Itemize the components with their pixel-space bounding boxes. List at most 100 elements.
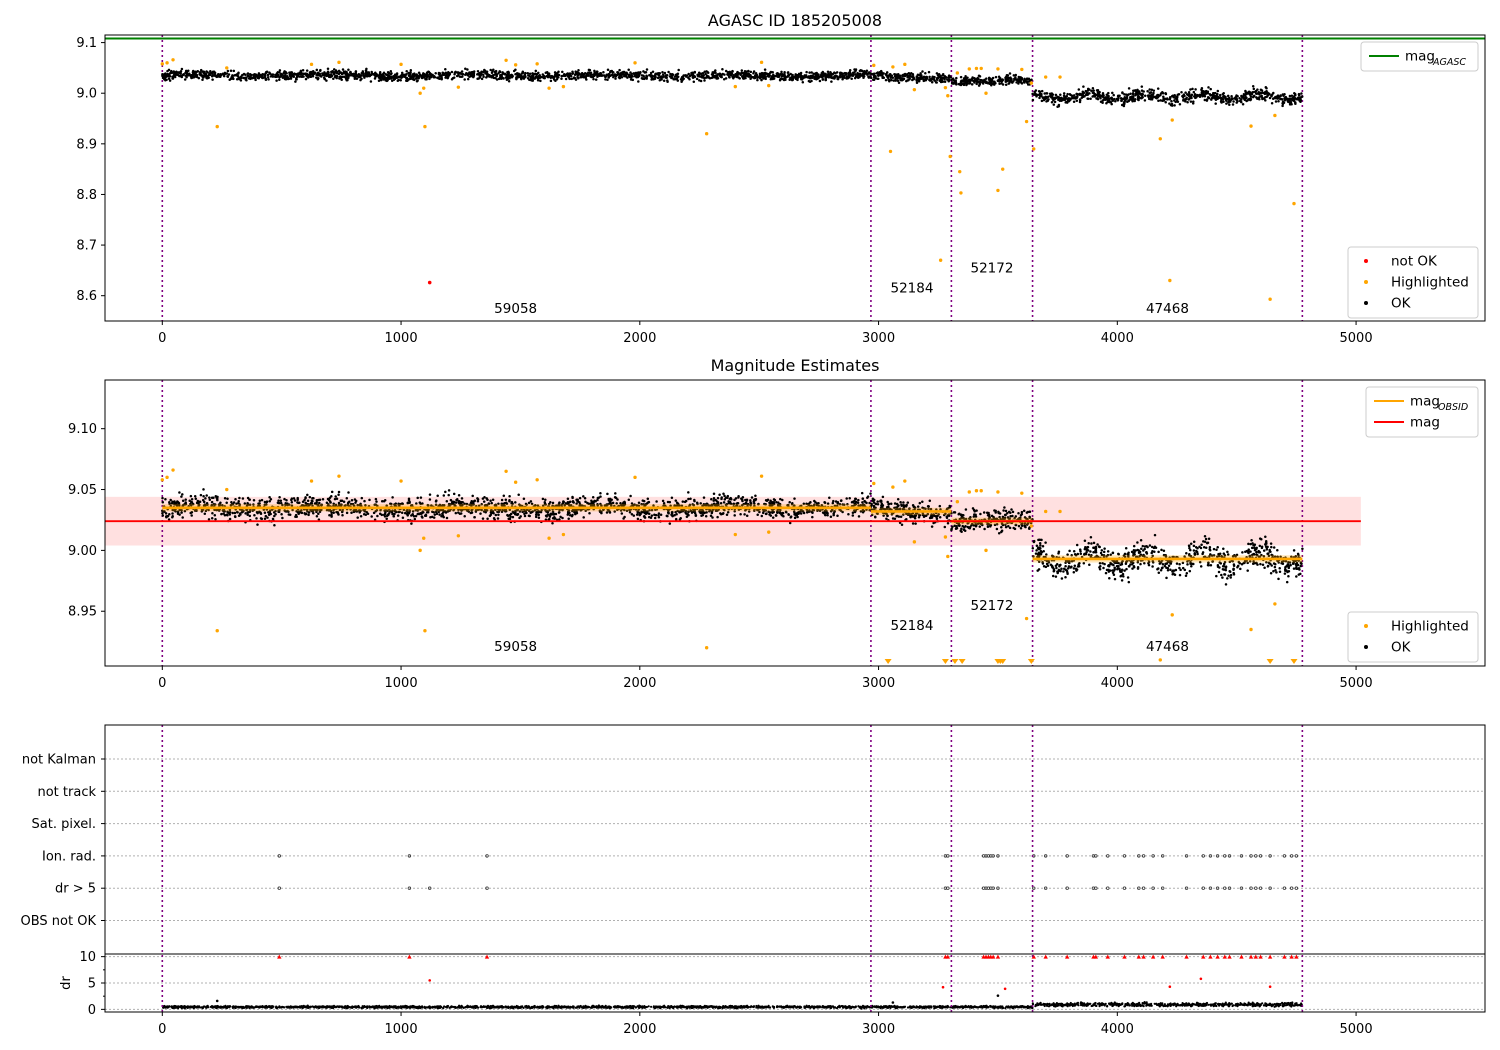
top-ok-point	[642, 77, 646, 81]
middle-ok-point	[269, 498, 273, 501]
top-highlighted-point	[759, 60, 764, 65]
middle-ok-point	[190, 498, 194, 501]
top-ok-point	[290, 72, 293, 76]
middle-ok-point	[570, 514, 574, 518]
top-ok-point	[167, 68, 171, 72]
top-ok-point	[264, 71, 268, 74]
top-x-tick-label: 0	[158, 331, 166, 346]
top-ok-point	[605, 75, 608, 78]
top-ok-point	[253, 73, 257, 76]
top-ok-point	[962, 79, 966, 82]
top-ok-point	[640, 74, 644, 77]
top-ok-point	[920, 77, 923, 80]
top-ok-point	[580, 75, 584, 78]
middle-ok-point	[481, 517, 485, 520]
top-ok-point	[742, 75, 745, 79]
top-ok-point	[885, 74, 888, 77]
middle-chart-title: Magnitude Estimates	[711, 356, 880, 375]
top-ok-point	[450, 70, 454, 74]
top-ok-point	[226, 69, 230, 73]
top-ok-point	[1092, 94, 1096, 98]
top-ok-point	[1298, 98, 1301, 101]
top-ok-point	[1052, 103, 1056, 106]
top-ok-point	[872, 75, 876, 79]
top-ok-point	[1118, 94, 1121, 97]
top-ok-point	[630, 74, 633, 77]
top-ok-point	[1045, 100, 1048, 103]
top-ok-point	[769, 78, 773, 81]
top-ok-point	[1109, 97, 1113, 100]
top-ok-point	[410, 75, 413, 79]
top-ok-point	[653, 73, 657, 77]
middle-ok-point	[304, 512, 308, 516]
top-ok-point	[464, 67, 467, 71]
top-ok-point	[1215, 96, 1218, 100]
top-ok-point	[1059, 93, 1062, 96]
middle-ok-point	[421, 516, 424, 519]
top-ok-point	[1062, 97, 1065, 100]
top-ok-point	[1057, 103, 1061, 107]
middle-ok-point	[452, 492, 456, 496]
middle-ok-point	[700, 514, 703, 518]
middle-ok-point	[788, 500, 791, 504]
middle-ok-point	[223, 497, 227, 500]
top-ok-point	[1150, 98, 1154, 101]
top-ok-point	[512, 69, 516, 73]
middle-ok-point	[164, 497, 167, 501]
middle-ok-point	[832, 513, 835, 517]
top-ok-point	[947, 76, 951, 79]
top-ok-point	[804, 75, 807, 79]
top-ok-point	[576, 71, 579, 74]
middle-ok-point	[571, 495, 574, 499]
top-ok-point	[959, 75, 963, 79]
top-ok-point	[1140, 85, 1144, 88]
top-ok-point	[988, 82, 991, 85]
top-highlighted-point	[1158, 137, 1162, 141]
middle-ok-point	[705, 511, 708, 514]
top-ok-point	[1082, 85, 1085, 88]
top-ok-point	[1203, 98, 1207, 102]
top-ok-point	[885, 71, 889, 74]
top-ok-point	[489, 68, 492, 72]
top-ok-point	[501, 72, 505, 75]
top-ok-point	[278, 78, 281, 82]
top-ok-point	[228, 78, 231, 82]
top-ok-point	[947, 80, 950, 83]
top-ok-point	[357, 75, 361, 78]
top-ok-point	[899, 76, 902, 80]
middle-ok-point	[387, 513, 390, 517]
middle-ok-point	[337, 513, 340, 516]
middle-ok-point	[400, 511, 404, 515]
top-ok-point	[1148, 88, 1151, 91]
top-ok-point	[807, 79, 811, 83]
top-ok-point	[853, 76, 857, 80]
top-ok-point	[841, 74, 845, 78]
top-ok-point	[326, 67, 330, 71]
top-ok-point	[736, 72, 740, 75]
top-ok-point	[409, 69, 413, 72]
middle-ok-point	[754, 494, 757, 498]
top-ok-point	[494, 76, 497, 80]
top-ok-point	[383, 77, 387, 81]
top-not-ok-point	[427, 280, 432, 285]
top-ok-point	[1244, 91, 1248, 94]
middle-ok-point	[260, 517, 264, 521]
top-ok-point	[1178, 102, 1182, 106]
top-ok-point	[871, 72, 875, 76]
top-ok-point	[1065, 95, 1069, 98]
middle-ok-point	[315, 515, 319, 518]
top-ok-point	[1015, 78, 1019, 81]
top-highlighted-point	[547, 86, 551, 90]
top-ok-point	[721, 68, 724, 71]
top-ok-point	[939, 80, 943, 84]
top-ok-point	[497, 77, 501, 81]
top-ok-point	[541, 73, 545, 76]
top-ok-point	[1038, 96, 1041, 100]
top-ok-point	[1005, 73, 1009, 77]
top-y-tick-label: 9.1	[76, 36, 97, 51]
top-ok-point	[448, 71, 451, 75]
top-ok-point	[422, 75, 426, 78]
top-ok-point	[461, 75, 464, 78]
top-ok-point	[1161, 90, 1164, 94]
top-ok-point	[1281, 98, 1284, 101]
